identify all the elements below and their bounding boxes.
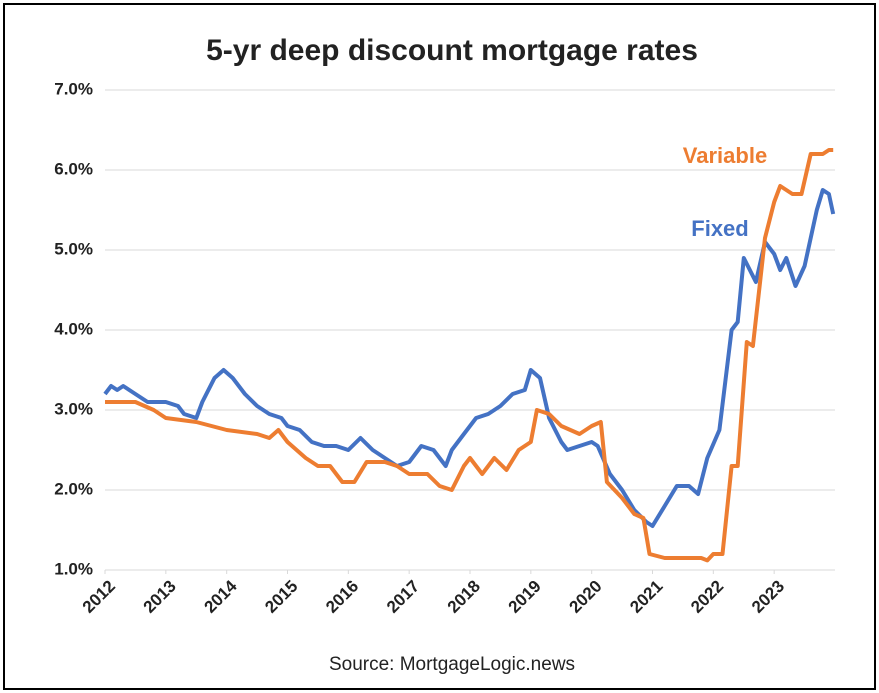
- y-tick-label: 5.0%: [54, 239, 93, 258]
- series-label: Variable: [683, 143, 767, 168]
- y-tick-label: 7.0%: [54, 79, 93, 98]
- chart-title: 5-yr deep discount mortgage rates: [206, 34, 698, 67]
- y-tick-label: 6.0%: [54, 159, 93, 178]
- y-tick-label: 4.0%: [54, 319, 93, 338]
- frame: [3, 3, 876, 690]
- series-line: [103, 188, 836, 528]
- source: Source: MortgageLogic.news: [329, 654, 575, 675]
- series-line: [105, 148, 834, 563]
- y-tick-label: 2.0%: [54, 479, 93, 498]
- y-tick-label: 3.0%: [54, 399, 93, 418]
- series-label: Fixed: [691, 216, 748, 241]
- y-tick-label: 1.0%: [54, 559, 93, 578]
